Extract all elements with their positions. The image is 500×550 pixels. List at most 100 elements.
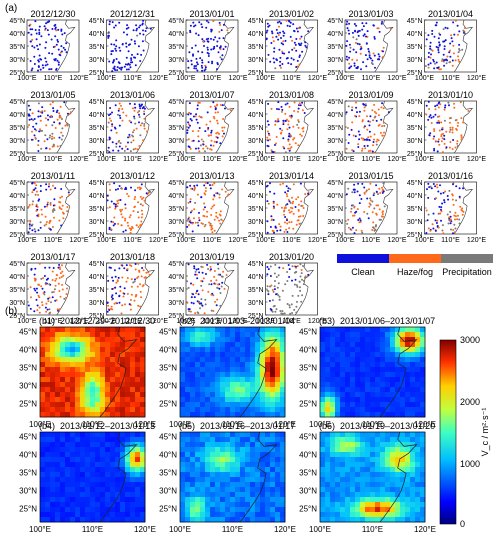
station-dot bbox=[381, 186, 383, 189]
field-cell bbox=[380, 392, 386, 398]
field-cell bbox=[405, 337, 411, 343]
station-dot bbox=[111, 297, 114, 300]
field-cell bbox=[115, 327, 121, 333]
station-dot bbox=[364, 54, 367, 57]
lon-tick-label: 100°E bbox=[256, 236, 275, 244]
station-dot bbox=[115, 281, 118, 284]
station-dot bbox=[133, 109, 136, 112]
station-dot bbox=[140, 216, 143, 219]
field-cell bbox=[70, 377, 76, 383]
field-cell bbox=[340, 372, 346, 378]
field-cell bbox=[60, 332, 66, 338]
field-cell bbox=[185, 342, 191, 348]
field-cell bbox=[115, 352, 121, 358]
field-cell bbox=[410, 402, 416, 408]
station-dot bbox=[267, 202, 270, 205]
field-cell bbox=[260, 347, 266, 353]
field-cell bbox=[240, 432, 246, 438]
station-dot bbox=[48, 20, 51, 23]
map-frame bbox=[39, 326, 146, 418]
field-cell bbox=[50, 512, 56, 518]
station-dot bbox=[457, 51, 460, 54]
station-dot bbox=[36, 205, 39, 208]
field-cell bbox=[350, 352, 356, 358]
field-cell bbox=[260, 372, 266, 378]
station-dot bbox=[347, 226, 350, 229]
field-cell bbox=[55, 497, 61, 503]
station-dot bbox=[211, 231, 214, 234]
field-cell bbox=[410, 457, 416, 463]
station-dot bbox=[282, 267, 285, 270]
lat-tick-label: 45°N bbox=[19, 328, 37, 337]
transport-map: (b4) 2013/01/12–2013/01/1345°N40°N35°N30°… bbox=[19, 421, 156, 534]
coastline bbox=[239, 326, 278, 418]
field-cell bbox=[140, 442, 146, 448]
field-cell bbox=[125, 332, 131, 338]
coastline bbox=[215, 181, 235, 235]
field-cell bbox=[100, 362, 106, 368]
field-cell bbox=[320, 342, 326, 348]
station-dot bbox=[48, 312, 51, 315]
field-cell bbox=[230, 497, 236, 503]
station-dot bbox=[427, 227, 430, 230]
lat-tick-label: 35°N bbox=[168, 124, 184, 132]
field-cell bbox=[330, 472, 336, 478]
field-cell bbox=[275, 487, 281, 493]
coastline bbox=[215, 19, 235, 73]
station-dot bbox=[134, 106, 137, 109]
field-cell bbox=[325, 517, 331, 523]
field-cell bbox=[100, 512, 106, 518]
field-cell bbox=[380, 347, 386, 353]
station-dot bbox=[61, 270, 64, 273]
station-dot bbox=[124, 229, 127, 232]
field-cell bbox=[55, 332, 61, 338]
field-cell bbox=[65, 507, 71, 513]
field-cell bbox=[325, 372, 331, 378]
field-cell bbox=[420, 517, 426, 523]
station-dot bbox=[41, 64, 44, 67]
field-cell bbox=[195, 367, 201, 373]
field-cell bbox=[390, 452, 396, 458]
field-cell bbox=[320, 502, 326, 508]
station-dot bbox=[34, 193, 37, 196]
field-cell bbox=[355, 477, 361, 483]
field-cell bbox=[100, 407, 106, 413]
field-cell bbox=[110, 387, 116, 393]
field-cell bbox=[140, 357, 146, 363]
field-cell bbox=[60, 452, 66, 458]
station-dot bbox=[32, 125, 35, 128]
station-dot bbox=[36, 44, 39, 47]
station-dot bbox=[358, 138, 361, 141]
field-cell bbox=[270, 517, 276, 523]
station-dot bbox=[118, 294, 121, 297]
field-cell bbox=[330, 342, 336, 348]
station-dot bbox=[133, 198, 136, 201]
field-cell bbox=[100, 337, 106, 343]
station-dot bbox=[112, 60, 115, 63]
field-cell bbox=[100, 502, 106, 508]
field-cell bbox=[75, 357, 81, 363]
field-cell bbox=[40, 347, 46, 353]
field-cell bbox=[100, 457, 106, 463]
field-cell bbox=[330, 397, 336, 403]
field-cell bbox=[235, 412, 241, 418]
station-dot bbox=[345, 111, 348, 114]
field-cell bbox=[405, 327, 411, 333]
station-dot bbox=[44, 134, 47, 137]
station-dot bbox=[427, 56, 430, 58]
station-dot bbox=[207, 52, 210, 55]
field-cell bbox=[280, 342, 286, 348]
field-cell bbox=[45, 512, 51, 518]
station-dot bbox=[367, 217, 370, 220]
field-cell bbox=[370, 502, 376, 508]
lat-tick-label: 35°N bbox=[248, 205, 264, 213]
lat-tick-label: 30°N bbox=[159, 487, 177, 496]
field-cell bbox=[120, 452, 126, 458]
field-cell bbox=[60, 467, 66, 473]
station-dot bbox=[43, 110, 46, 112]
field-cell bbox=[240, 352, 246, 358]
field-cell bbox=[180, 342, 186, 348]
field-cell bbox=[350, 377, 356, 383]
field-cell bbox=[225, 447, 231, 453]
field-cell bbox=[50, 492, 56, 498]
